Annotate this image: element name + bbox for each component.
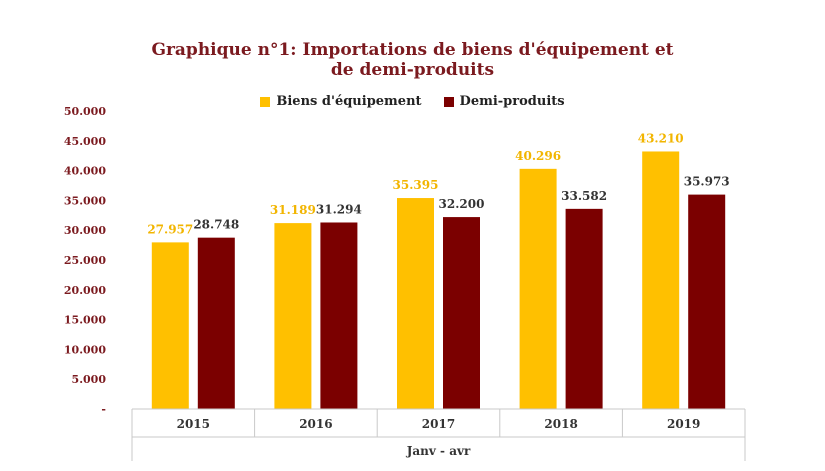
data-label: 33.582 bbox=[561, 189, 607, 203]
x-category-label: 2018 bbox=[544, 417, 577, 431]
bar-biens bbox=[151, 242, 189, 409]
chart-legend: Biens d'équipement Demi-produits bbox=[0, 94, 825, 109]
legend-label-biens: Biens d'équipement bbox=[276, 94, 422, 109]
data-label: 31.294 bbox=[316, 202, 362, 216]
y-tick-label: 15.000 bbox=[64, 314, 106, 327]
bar-biens bbox=[397, 198, 434, 409]
y-tick-label: 5.000 bbox=[72, 373, 107, 386]
y-tick-label: 40.000 bbox=[64, 165, 106, 178]
y-tick-label: 10.000 bbox=[64, 343, 106, 356]
bar-demi bbox=[688, 194, 726, 409]
y-tick-label: 45.000 bbox=[64, 135, 106, 148]
bar-demi bbox=[443, 217, 480, 409]
bar-demi bbox=[565, 208, 603, 409]
x-category-label: 2019 bbox=[667, 417, 700, 431]
legend-item-demi: Demi-produits bbox=[443, 94, 565, 109]
chart-title-line-2: de demi-produits bbox=[330, 60, 495, 80]
legend-label-demi: Demi-produits bbox=[459, 94, 565, 109]
y-tick-label: 20.000 bbox=[64, 284, 106, 297]
legend-swatch-demi bbox=[443, 96, 454, 107]
y-tick-label: 30.000 bbox=[64, 224, 106, 237]
data-label: 27.957 bbox=[147, 222, 193, 236]
x-category-label: 2017 bbox=[422, 417, 455, 431]
bar-biens bbox=[274, 223, 312, 409]
data-label: 40.296 bbox=[515, 149, 561, 163]
y-tick-label: 25.000 bbox=[64, 254, 106, 267]
bar-biens bbox=[642, 151, 680, 410]
data-label: 31.189 bbox=[270, 203, 316, 217]
chart-title-line-1: Graphique n°1: Importations de biens d'é… bbox=[151, 40, 674, 60]
legend-swatch-biens bbox=[260, 96, 271, 107]
y-tick-label: 50.000 bbox=[64, 105, 106, 118]
data-label: 43.210 bbox=[638, 131, 684, 145]
legend-item-biens: Biens d'équipement bbox=[260, 94, 422, 109]
y-tick-label: - bbox=[101, 403, 106, 416]
data-label: 28.748 bbox=[193, 218, 239, 232]
data-label: 32.200 bbox=[439, 197, 485, 211]
y-tick-label: 35.000 bbox=[64, 194, 106, 207]
x-category-label: 2015 bbox=[177, 417, 210, 431]
data-label: 35.973 bbox=[684, 175, 730, 189]
bar-demi bbox=[320, 222, 358, 409]
bar-biens bbox=[519, 168, 557, 409]
x-category-label: 2016 bbox=[299, 417, 332, 431]
bar-demi bbox=[197, 237, 235, 409]
data-label: 35.395 bbox=[393, 178, 439, 192]
x-axis-title: Janv - avr bbox=[406, 444, 471, 458]
